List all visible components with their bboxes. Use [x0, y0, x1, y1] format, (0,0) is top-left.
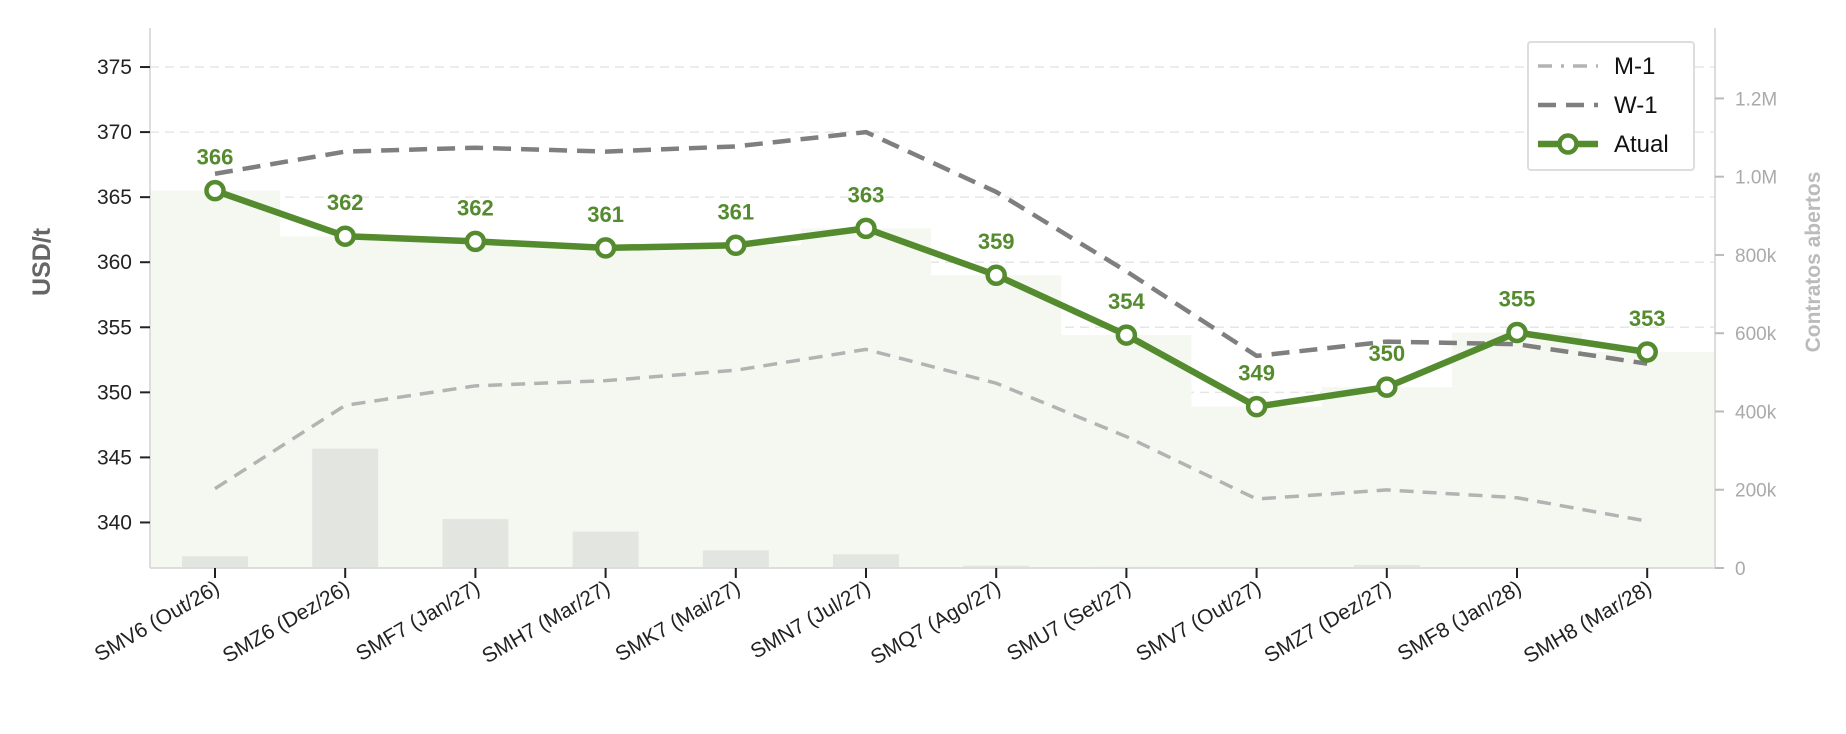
open-interest-bar	[702, 550, 769, 568]
x-tick-label: SMH7 (Mar/27)	[478, 576, 614, 668]
data-label: 350	[1368, 341, 1405, 366]
y2-tick-label: 200k	[1735, 481, 1777, 502]
x-tick-label: SMH8 (Mar/28)	[1520, 576, 1656, 668]
legend: M-1 W-1 Atual	[1527, 41, 1695, 171]
series-line-m-1	[214, 347, 1648, 523]
y-tick-label: 360	[97, 251, 132, 274]
y-axis-label: USD/t	[28, 227, 56, 296]
x-tick-label: SMZ7 (Dez/27)	[1260, 576, 1395, 667]
y-tick-label: 370	[97, 121, 132, 144]
open-interest-bar	[312, 448, 379, 568]
y-tick-label: 340	[97, 511, 132, 534]
atual-marker	[1115, 324, 1138, 346]
data-label: 362	[457, 195, 494, 220]
legend-marker	[1557, 133, 1579, 155]
x-tick-label: SMF7 (Jan/27)	[352, 576, 484, 665]
x-tick-label: SMV7 (Out/27)	[1132, 576, 1265, 666]
y2-tick-label: 1.2M	[1735, 89, 1777, 110]
y2-axis-label: Contratos abertos	[1802, 172, 1825, 353]
y2-tick-label: 600k	[1735, 324, 1777, 345]
atual-marker	[204, 179, 226, 202]
x-tick-label: SMQ7 (Ago/27)	[867, 576, 1005, 669]
data-labels: 366 362 362 361 361 363 359 354 349 350 355 353	[197, 145, 1666, 386]
x-tick-label: SMF8 (Jan/28)	[1394, 576, 1526, 665]
x-tick-label: SMV6 (Out/26)	[91, 576, 224, 666]
atual-marker	[1636, 341, 1658, 363]
open-interest-bar	[1353, 564, 1420, 568]
atual-marker	[855, 217, 877, 240]
atual-marker	[1506, 321, 1528, 344]
atual-marker	[725, 234, 747, 257]
x-tick-label: SMN7 (Jul/27)	[747, 576, 875, 663]
open-interest-bar	[572, 531, 639, 568]
y-tick-label: 355	[97, 316, 132, 339]
data-label: 359	[978, 229, 1015, 254]
atual-area-fill	[150, 190, 1715, 568]
x-tick-label: SMK7 (Mai/27)	[612, 576, 745, 666]
y2-tick-label: 800k	[1735, 246, 1777, 267]
x-tick-label: SMU7 (Set/27)	[1003, 576, 1135, 665]
atual-marker	[985, 264, 1007, 286]
data-label: 354	[1108, 289, 1145, 314]
open-interest-bars	[182, 448, 1681, 568]
atual-area	[150, 190, 1715, 568]
open-interest-bar	[182, 556, 248, 568]
data-label: 349	[1238, 361, 1275, 386]
open-interest-bar	[963, 565, 1030, 568]
series-lines	[204, 129, 1658, 523]
series-line-atual	[213, 187, 1648, 410]
atual-marker	[1245, 395, 1268, 418]
legend-label: Atual	[1614, 131, 1669, 158]
legend-label: W-1	[1614, 92, 1658, 119]
data-label: 353	[1629, 306, 1666, 331]
x-tick-label: SMZ6 (Dez/26)	[219, 576, 354, 667]
y2-tick-label: 400k	[1735, 402, 1777, 423]
data-label: 361	[717, 199, 754, 224]
open-interest-bar	[833, 554, 899, 568]
atual-marker	[464, 230, 487, 253]
data-label: 366	[197, 145, 234, 170]
open-interest-bar	[442, 519, 509, 568]
atual-marker	[1376, 376, 1398, 398]
legend-label: M-1	[1614, 53, 1655, 80]
y-tick-label: 350	[97, 381, 132, 404]
data-label: 355	[1499, 286, 1536, 311]
y-tick-label: 345	[97, 446, 132, 469]
y2-tick-label: 0	[1735, 559, 1746, 580]
atual-marker	[594, 237, 617, 259]
y2-tick-label: 1.0M	[1735, 168, 1777, 189]
atual-marker	[334, 225, 356, 247]
data-label: 362	[327, 190, 364, 215]
y-tick-label: 365	[97, 186, 132, 209]
y-tick-label: 375	[97, 56, 132, 79]
data-label: 361	[587, 202, 624, 227]
series-line-w-1	[214, 129, 1648, 366]
data-label: 363	[848, 182, 885, 207]
